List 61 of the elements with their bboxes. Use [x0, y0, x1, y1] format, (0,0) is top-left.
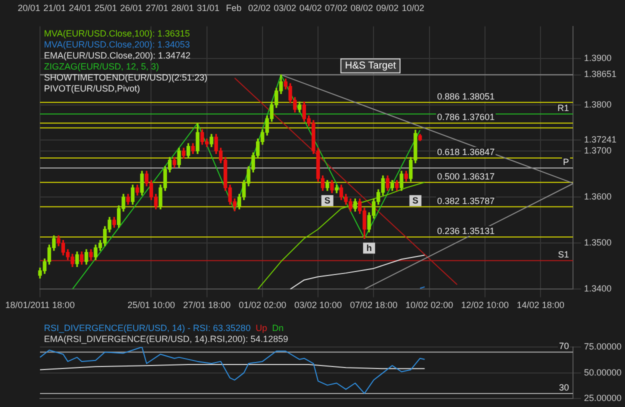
y-tick-label: 1.3700	[584, 145, 612, 156]
x-tick-label: 10/02 02:00	[406, 300, 454, 310]
text: 09/02	[376, 3, 399, 14]
text: 08/02	[350, 3, 374, 14]
ref-line-label: S1	[558, 250, 570, 260]
y-tick-label: 1.3600	[584, 191, 612, 202]
data-label: S	[324, 196, 330, 206]
annotation: PIVOT(EUR/USD,Pivot)	[44, 83, 140, 94]
y-tick-label: 1.38651	[584, 69, 617, 80]
text: 20/01	[18, 3, 40, 14]
text: EMA(EUR/USD.Close,200): 1.34742	[44, 50, 191, 60]
y-tick-label: 50.00000	[584, 367, 622, 378]
x-tick-label: 12/02 10:00	[461, 300, 509, 310]
text: EMA(RSI_DIVERGENCE(EUR/USD, 14).RSI,200): 54.12859	[44, 334, 288, 344]
y-tick-label: 75.00000	[584, 341, 622, 352]
text: 24/01	[68, 3, 92, 14]
x-tick-label: 03/02 10:00	[294, 300, 342, 310]
x-tick-label: 07/02 18:00	[350, 300, 398, 310]
text: 25/01	[94, 3, 118, 14]
ref-line-label: 70	[558, 341, 570, 352]
ref-line-label: P	[562, 156, 570, 167]
series-label: RSI_DIVERGENCE(EUR/USD, 14) - RSI: 63.35280	[44, 322, 251, 333]
ref-line-label: 0.786 1.37601	[437, 112, 495, 122]
text: 21/01	[43, 3, 66, 14]
text: 07/02	[324, 3, 348, 14]
ref-line-label: 0.618 1.36847	[437, 146, 495, 157]
text: 02/02	[248, 3, 271, 14]
x-tick-label: 18/01/2011 18:00	[5, 300, 75, 310]
text: Feb	[226, 3, 242, 14]
y-tick-label: 1.3900	[584, 53, 612, 64]
annotation: H&S Target	[344, 60, 396, 72]
legend-label: Up	[256, 322, 268, 333]
ref-line-label: 0.236 1.35131	[437, 226, 495, 236]
text: 03/02	[274, 3, 296, 14]
annotation: SHOWTIMETOEND(EUR/USD)(2:51:23)	[44, 72, 208, 82]
text: ZIGZAG(EUR/USD, 12, 5, 3)	[44, 61, 160, 72]
ref-line-label: 0.886 1.38051	[437, 91, 495, 102]
ref-line-label: 30	[558, 382, 570, 392]
text: 31/01	[196, 3, 220, 14]
y-tick-label: 1.3800	[584, 99, 612, 110]
y-tick-label: 1.37241	[584, 134, 617, 144]
ref-line-label: R1	[557, 102, 570, 113]
x-tick-label: 14/02 18:00	[516, 300, 564, 310]
text: 28/01	[171, 3, 194, 14]
text: MVA(EUR/USD.Close,100): 1.36315	[44, 28, 190, 38]
ref-line-label: 0.500 1.36317	[437, 171, 495, 182]
text: MVA(EUR/USD.Close,200): 1.34053	[44, 39, 190, 50]
legend-label: Dn	[272, 322, 284, 333]
y-tick-label: 1.3500	[584, 238, 612, 248]
text: 04/02	[299, 3, 322, 14]
data-label: S	[412, 196, 418, 206]
x-tick-label: 01/02 02:00	[238, 300, 286, 310]
ref-line-label: 0.382 1.35787	[437, 196, 495, 206]
text: 10/02	[402, 3, 424, 14]
data-label: h	[366, 243, 372, 254]
y-tick-label: 25.00000	[584, 393, 622, 404]
text: 27/01	[146, 3, 168, 14]
y-tick-label: 1.3400	[584, 284, 612, 294]
text: 26/01	[120, 3, 143, 14]
x-tick-label: 25/01 10:00	[127, 300, 176, 310]
x-tick-label: 27/01 18:00	[183, 300, 231, 310]
